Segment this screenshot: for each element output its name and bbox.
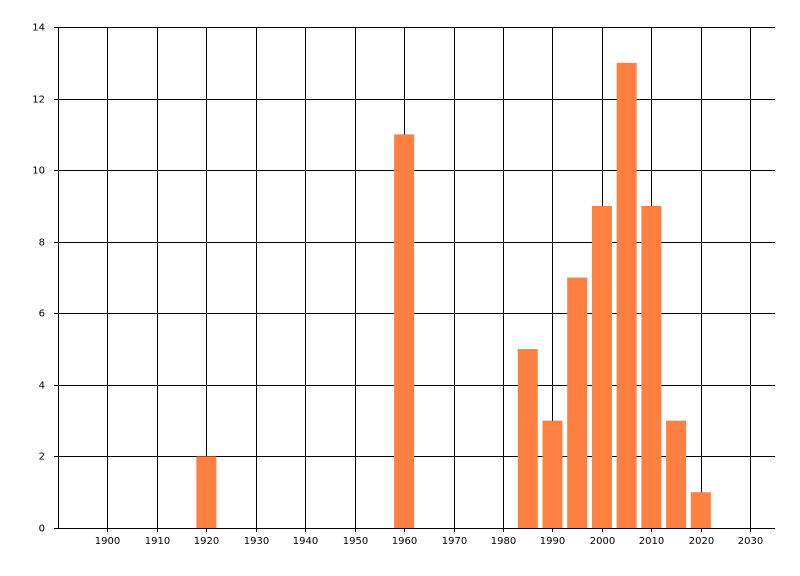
x-tick-label: 1970: [442, 536, 467, 547]
x-tick-label: 1910: [145, 536, 170, 547]
x-tick-label: 2020: [689, 536, 714, 547]
x-tick-label: 1990: [540, 536, 565, 547]
x-tick-label: 1940: [293, 536, 318, 547]
x-tick-label: 1980: [491, 536, 516, 547]
x-tick-label: 1960: [392, 536, 417, 547]
bar: [542, 420, 563, 528]
x-tick-label: 2000: [590, 536, 615, 547]
bar: [591, 205, 612, 528]
y-tick-label: 4: [39, 381, 45, 392]
y-tick-label: 14: [32, 23, 45, 34]
x-tick-label: 1950: [343, 536, 368, 547]
x-tick-label: 1920: [194, 536, 219, 547]
y-tick-label: 12: [32, 95, 45, 106]
bar: [616, 62, 637, 529]
y-tick-label: 6: [39, 309, 45, 320]
x-tick-label: 2010: [639, 536, 664, 547]
bar: [567, 277, 588, 528]
x-tick-label: 2030: [738, 536, 763, 547]
y-tick-label: 8: [39, 238, 45, 249]
bar: [666, 420, 687, 528]
bar: [196, 456, 217, 528]
x-tick-label: 1900: [95, 536, 120, 547]
bar: [394, 134, 415, 528]
bar: [641, 205, 662, 528]
x-tick-label: 1930: [244, 536, 269, 547]
bar: [690, 492, 711, 528]
y-tick-label: 0: [39, 524, 45, 535]
bar: [517, 349, 538, 528]
y-tick-label: 10: [32, 166, 45, 177]
y-tick-label: 2: [39, 452, 45, 463]
